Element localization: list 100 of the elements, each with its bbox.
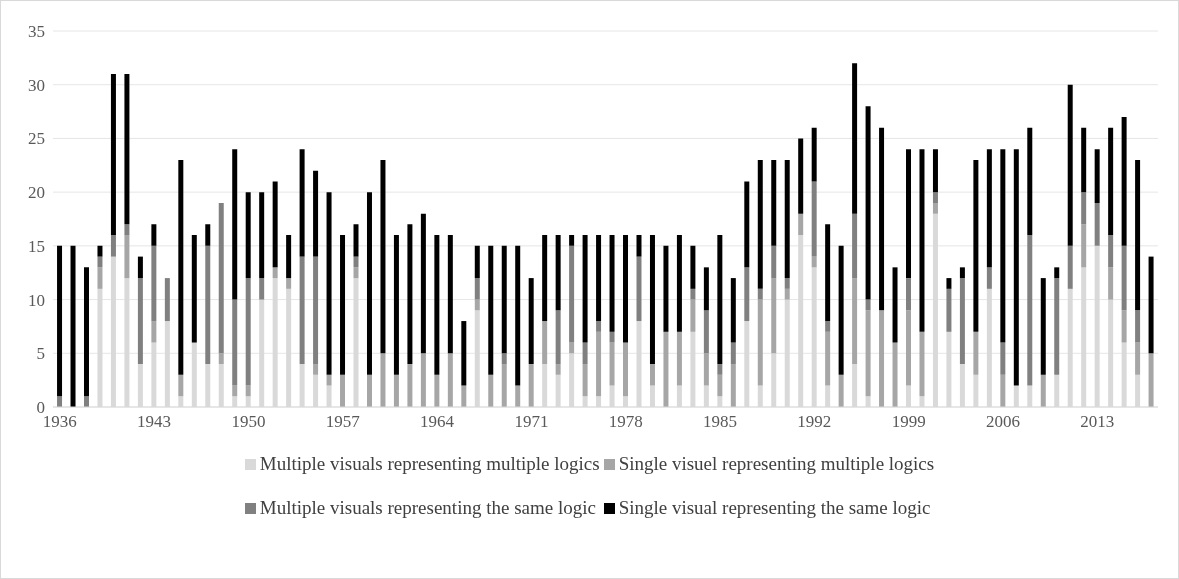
bar [434,235,440,375]
bar [501,364,507,407]
bar [623,342,629,397]
x-tick-label: 2006 [986,412,1021,432]
bar [57,396,63,407]
bar [623,235,629,343]
bar [501,353,507,365]
bar [1054,267,1060,279]
bar [151,321,157,343]
bar [528,278,534,365]
bar [757,159,763,289]
bar [232,149,238,300]
x-tick-label: 1957 [325,412,361,432]
bar [973,159,979,332]
bar [542,235,548,322]
bar [784,288,790,300]
bar [959,278,965,365]
bar [178,374,184,397]
bar [420,213,426,354]
x-tick-label: 1999 [891,412,926,432]
bar [218,353,224,365]
y-tick-label: 0 [36,398,45,418]
bar [83,396,89,407]
bar [232,299,238,386]
bar [703,310,709,354]
y-tick-label: 35 [28,22,45,42]
bar [1013,149,1019,386]
bar [1135,159,1141,311]
bar [1135,310,1141,343]
bar [380,159,386,354]
bar [649,235,655,365]
bar [1081,224,1087,268]
bar [946,288,952,332]
bar [366,192,372,375]
bar [1121,310,1127,343]
bar [663,331,669,407]
bar [582,364,588,397]
bar [838,374,844,407]
x-tick-label: 1964 [420,412,455,432]
bar [609,342,615,386]
bar [488,374,494,407]
bar [299,256,305,365]
bar [730,342,736,365]
bar [272,181,278,268]
y-tick-label: 30 [28,75,45,95]
bar [919,331,925,397]
bar [1121,245,1127,311]
bar [259,192,265,279]
bar [313,170,319,257]
bar [555,310,561,365]
bar [569,245,575,343]
bar [811,181,817,257]
bar [703,267,709,311]
bar [515,385,521,407]
bar [340,235,346,375]
bar [569,235,575,246]
bar [1027,235,1033,386]
bar [218,202,224,354]
bar [771,278,777,354]
bar [744,181,750,268]
bar [865,106,871,300]
bar [838,245,844,375]
y-tick-label: 15 [28,236,45,256]
bar [676,235,682,332]
bar [1108,235,1114,268]
bar [906,149,912,279]
bar [690,299,696,332]
bar [892,267,898,343]
bar [717,364,723,375]
x-tick-label: 1985 [703,412,738,432]
bar [447,235,453,354]
bar [366,374,372,407]
bar [1094,149,1100,203]
bar [97,256,103,268]
bar [744,267,750,322]
x-tick-label: 1971 [514,412,549,432]
bar [407,224,413,365]
bar [555,364,561,375]
bar [1094,202,1100,246]
bar [313,364,319,375]
y-tick-label: 20 [28,183,45,203]
bar [97,267,103,289]
bar [70,245,76,407]
bar [596,321,602,332]
bar [326,192,332,375]
bar [636,256,642,322]
bar [474,299,480,311]
bar [609,235,615,332]
bar [811,127,817,182]
bar [663,245,669,332]
bar [690,288,696,300]
bar [811,256,817,268]
y-tick-label: 10 [28,290,45,310]
bar [1000,374,1006,407]
bar [1000,342,1006,375]
x-tick-label: 1978 [608,412,643,432]
bar [798,213,804,236]
bar [164,278,170,322]
bar [919,149,925,332]
bar [474,245,480,279]
